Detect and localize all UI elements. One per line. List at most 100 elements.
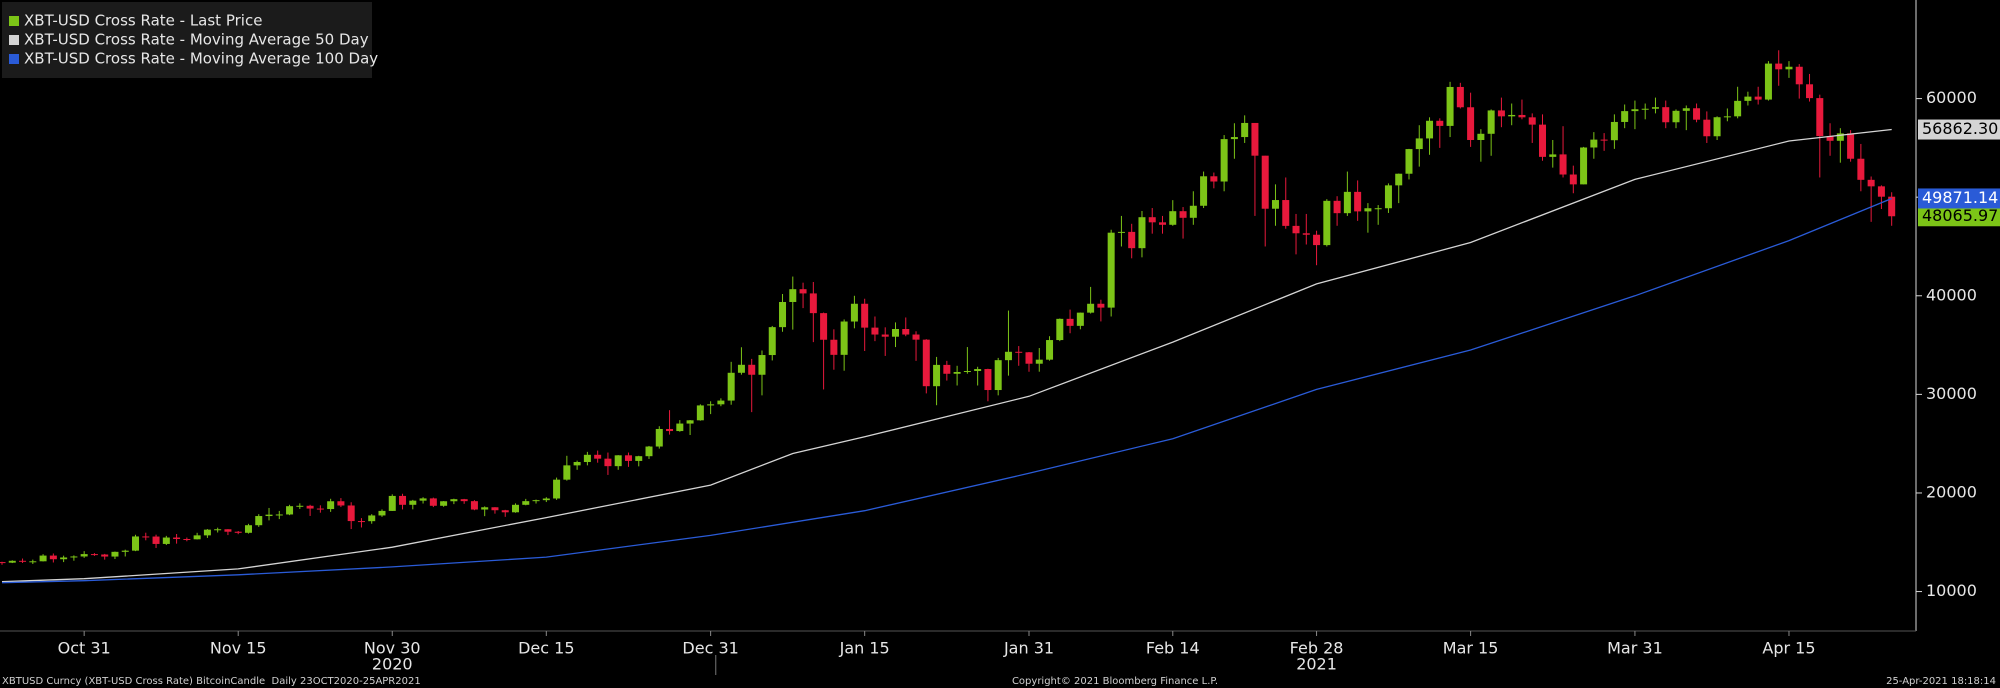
footer-timestamp: 25-Apr-2021 18:18:14 <box>1886 676 1996 687</box>
candle-body <box>758 355 766 375</box>
candle-body <box>460 499 468 502</box>
candle-body <box>604 458 612 467</box>
candle-body <box>1374 208 1382 210</box>
candle-body <box>481 507 489 510</box>
candle-body <box>963 371 971 373</box>
candle-body <box>450 499 458 502</box>
candle-body <box>748 364 756 375</box>
candle-body <box>1169 211 1177 225</box>
candle-body <box>132 536 140 551</box>
candle-body <box>0 562 6 564</box>
candle-body <box>1107 232 1115 308</box>
candle-body <box>717 400 725 405</box>
candle-body <box>635 456 643 461</box>
candle-body <box>645 446 653 457</box>
candle-body <box>1446 86 1454 126</box>
year-label: 2020 <box>372 655 413 674</box>
candle-body <box>162 537 170 544</box>
candle-body <box>306 505 314 509</box>
candle-body <box>737 364 745 373</box>
legend-swatch <box>9 35 19 45</box>
candle-body <box>203 529 211 536</box>
candle-body <box>1713 117 1721 137</box>
end-label-box <box>1918 188 2000 209</box>
legend-label: XBT-USD Cross Rate - Moving Average 50 D… <box>24 31 369 49</box>
candle-body <box>686 420 694 424</box>
candle-body <box>368 515 376 522</box>
candle-body <box>1354 191 1362 212</box>
candle-body <box>90 554 98 556</box>
candle-body <box>1600 139 1608 141</box>
candle-body <box>49 555 57 560</box>
x-tick-label: Nov 30 <box>364 639 421 658</box>
x-tick-label: Nov 15 <box>210 639 267 658</box>
candle-body <box>1508 114 1516 117</box>
y-tick-label: 10000 <box>1926 581 1977 600</box>
candle-body <box>1436 120 1444 126</box>
candle-body <box>1528 117 1536 125</box>
candle-body <box>388 495 396 511</box>
candle-body <box>1343 191 1351 214</box>
end-label-box <box>1918 119 2000 140</box>
footer-copyright: Copyright© 2021 Bloomberg Finance L.P. <box>1012 676 1218 687</box>
x-tick-label: Feb 28 <box>1290 639 1344 658</box>
candle-body <box>1066 318 1074 326</box>
candle-body <box>1754 96 1762 100</box>
candle-body <box>1477 133 1485 141</box>
x-tick-label: Jan 15 <box>839 639 890 658</box>
candle-body <box>60 557 68 560</box>
y-tick-label: 30000 <box>1926 384 1977 403</box>
candle-body <box>70 556 78 558</box>
candle-body <box>1682 108 1690 111</box>
candle-body <box>286 506 294 515</box>
candle-body <box>1672 110 1680 123</box>
end-label: 48065.97 <box>1922 206 1998 225</box>
candle-body <box>830 339 838 355</box>
candle-body <box>255 516 263 526</box>
candle-body <box>419 498 427 501</box>
candle-body <box>121 550 129 552</box>
candle-body <box>912 334 920 340</box>
candle-body <box>1641 108 1649 110</box>
candle-body <box>316 508 324 510</box>
candle-body <box>142 536 150 538</box>
candle-body <box>532 500 540 502</box>
candle-body <box>789 289 797 302</box>
candle-body <box>1025 352 1033 364</box>
candle-body <box>1703 119 1711 137</box>
candle-body <box>409 500 417 505</box>
candle-body <box>1076 312 1084 326</box>
candle-body <box>563 465 571 480</box>
candle-body <box>234 531 242 533</box>
candle-body <box>1621 111 1629 122</box>
candle-body <box>1046 340 1054 360</box>
x-tick-label: Oct 31 <box>58 639 111 658</box>
candle-body <box>347 505 355 522</box>
candle-body <box>1004 351 1012 361</box>
candle-body <box>327 501 335 510</box>
y-tick-label: 60000 <box>1926 88 1977 107</box>
candle-body <box>244 525 252 533</box>
candle-body <box>101 554 109 557</box>
candle-body <box>1456 86 1464 108</box>
candle-body <box>1693 108 1701 120</box>
candle-body <box>491 507 499 511</box>
candle-body <box>39 555 47 562</box>
candle-body <box>1159 222 1167 225</box>
legend-swatch <box>9 54 19 64</box>
candle-body <box>994 360 1002 391</box>
candle-body <box>871 327 879 335</box>
candle-body <box>573 462 581 466</box>
candle-body <box>1138 217 1146 249</box>
candle-body <box>1610 121 1618 141</box>
candle-body <box>1723 116 1731 118</box>
candle-body <box>1569 174 1577 185</box>
candle-body <box>850 303 858 322</box>
candle-body <box>501 510 509 513</box>
candle-body <box>902 329 910 335</box>
legend-swatch <box>9 16 19 26</box>
candle-body <box>933 364 941 387</box>
candle-body <box>1200 176 1208 206</box>
candle-body <box>696 405 704 421</box>
